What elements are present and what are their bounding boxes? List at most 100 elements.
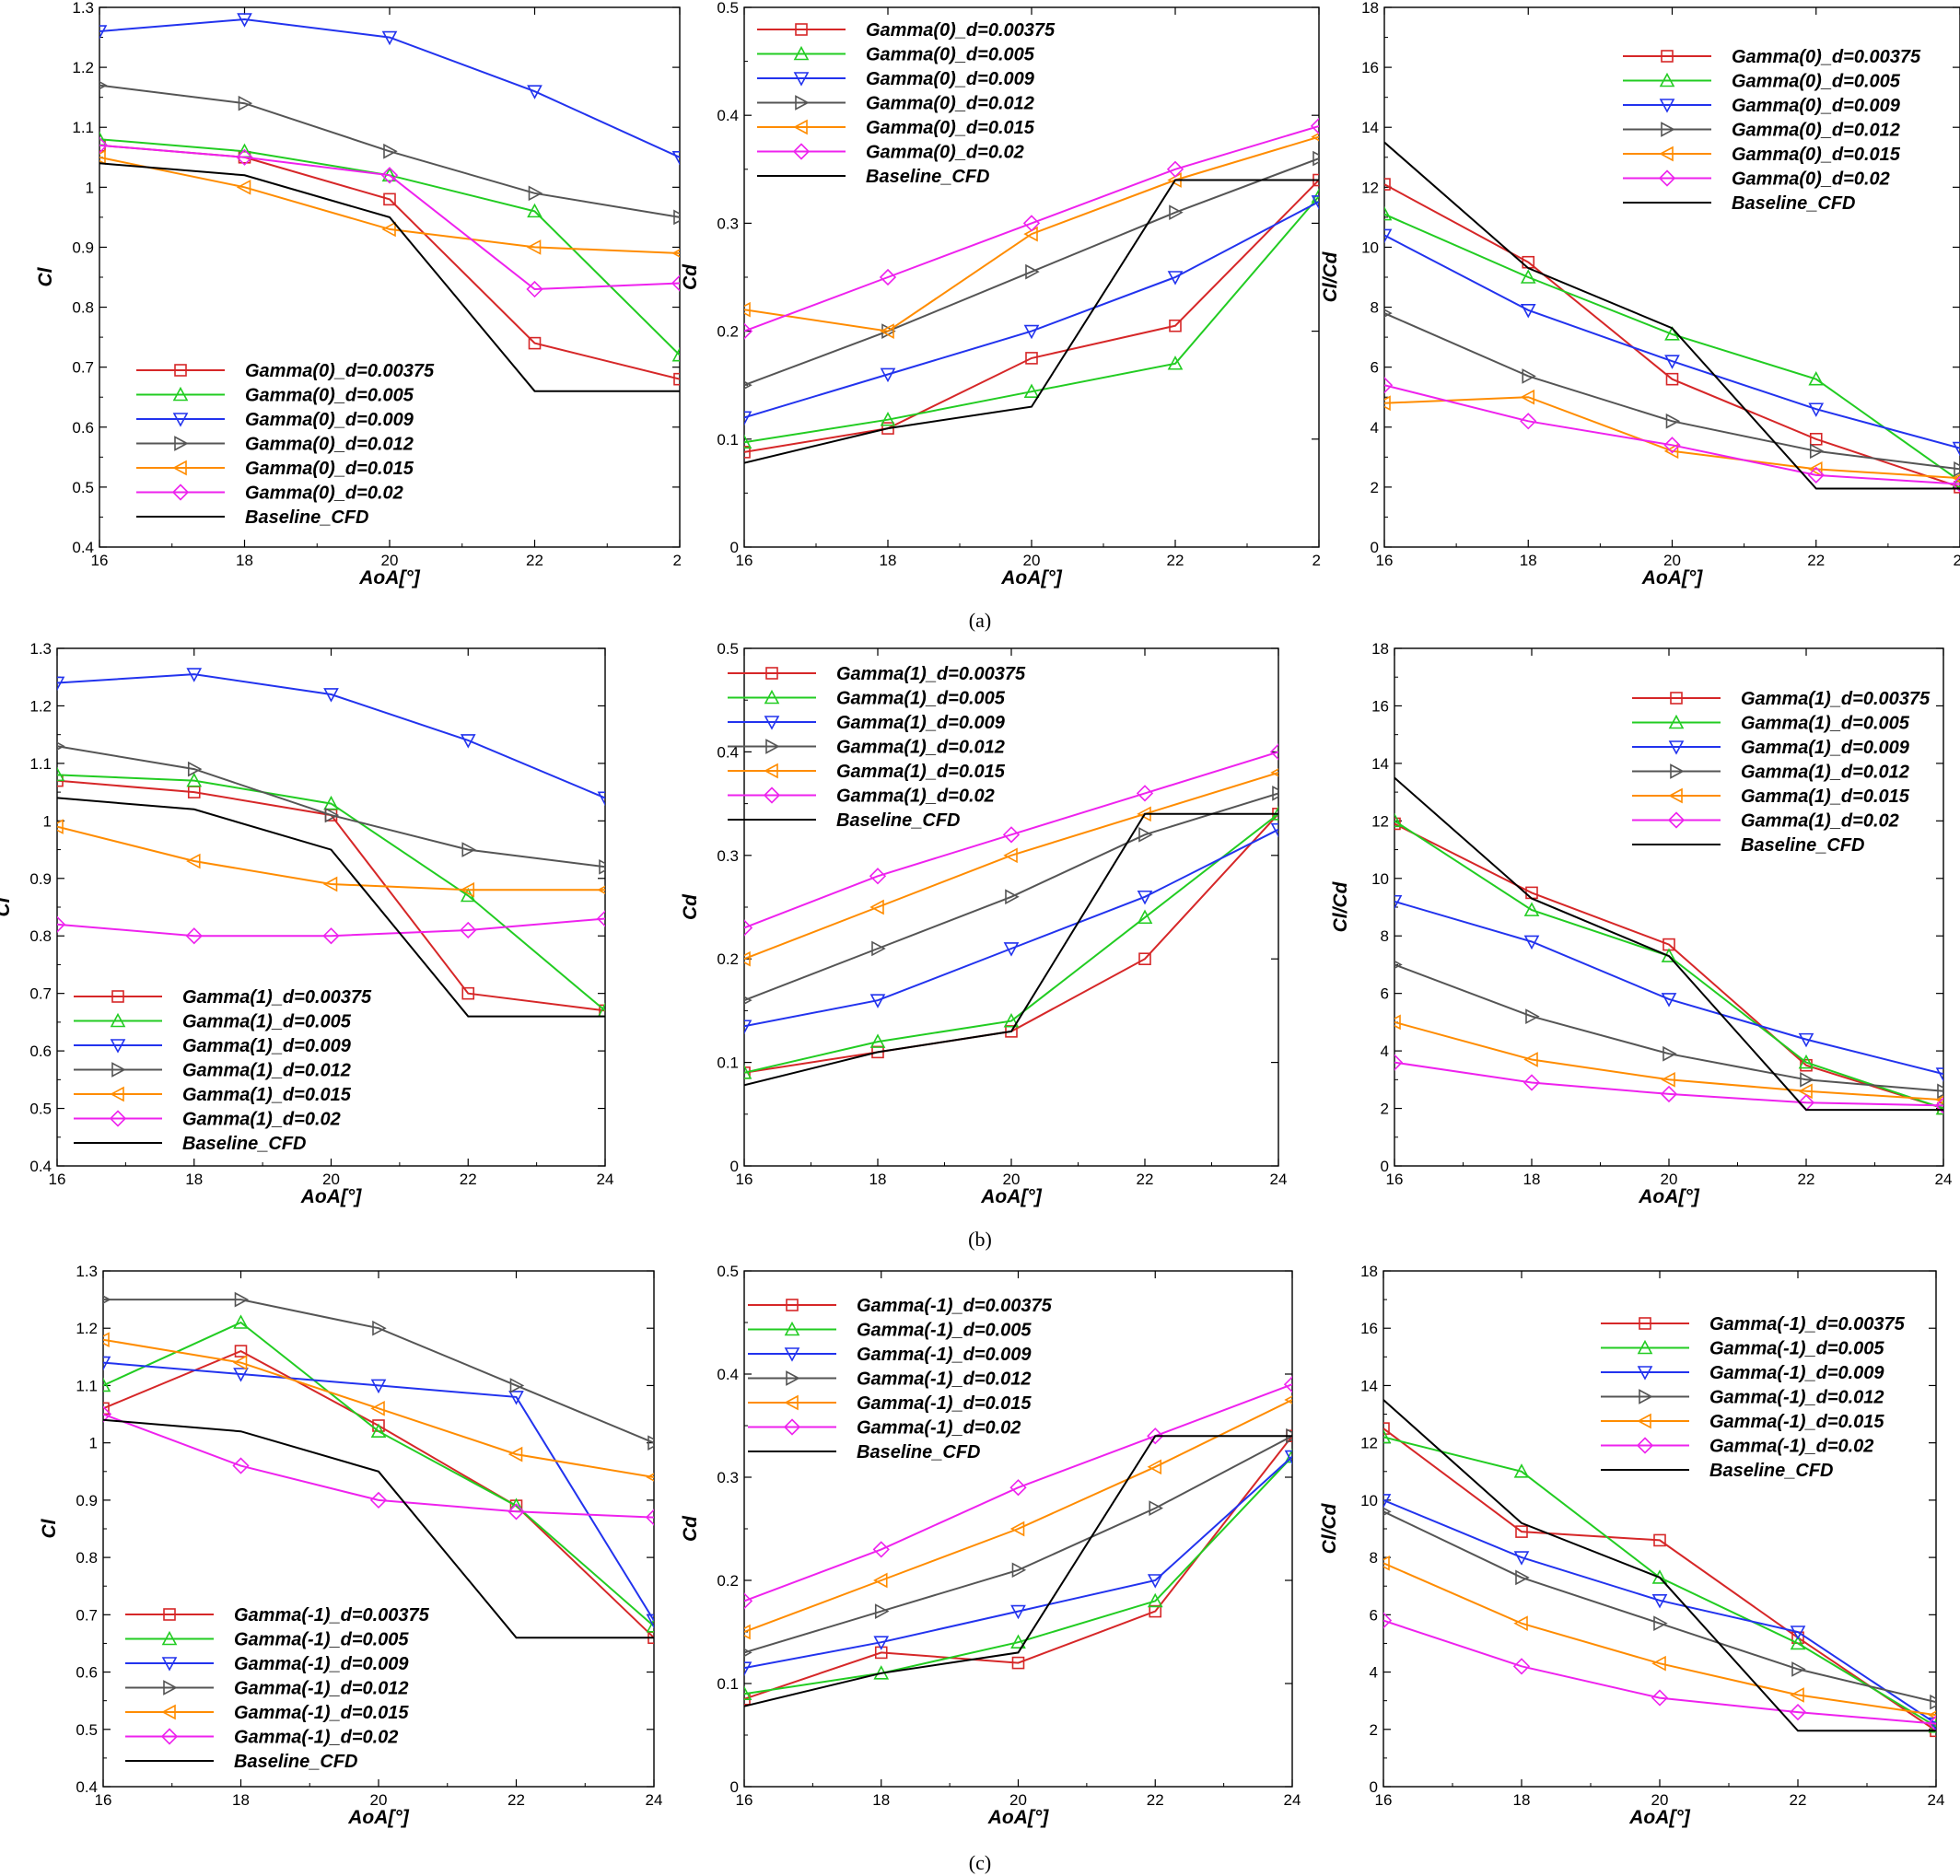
y-tick-label: 0.7 <box>72 359 94 377</box>
y-tick-label: 0 <box>730 539 739 556</box>
series-line-gamma-1-d-0-00375 <box>744 1435 1292 1700</box>
y-tick-label: 0.5 <box>29 1101 52 1118</box>
series-line-gamma-1-d-0-005 <box>744 813 1278 1074</box>
legend-label: Gamma(1)_d=0.015 <box>1741 787 1910 807</box>
x-tick-label: 20 <box>381 552 399 569</box>
series-line-gamma-1-d-0-012 <box>1383 1510 1936 1704</box>
series-line-gamma-1-d-0-015 <box>744 771 1278 961</box>
data-point-gamma-1-d-0-02 <box>1927 1715 1936 1732</box>
series-line-gamma-1-d-0-012 <box>744 1435 1292 1654</box>
data-point-gamma-1-d-0-009 <box>1003 942 1020 957</box>
legend: Gamma(0)_d=0.00375 Gamma(0)_d=0.005 Gamma(… <box>757 20 1056 187</box>
legend-marker <box>174 364 187 377</box>
data-point-gamma-0-d-0-009 <box>1384 228 1393 244</box>
data-point-gamma-1-d-0-00375 <box>1011 1656 1025 1670</box>
y-tick-label: 0.8 <box>29 927 52 945</box>
series-line-gamma-1-d-0-009 <box>103 1361 654 1622</box>
y-axis-title: Cl/Cd <box>1320 251 1341 302</box>
data-point-gamma-0-d-0-005 <box>1520 269 1536 284</box>
legend-marker <box>163 1680 178 1695</box>
captions: (a) (b) (c) <box>968 609 992 1874</box>
data-point-gamma-1-d-0-005 <box>1935 1100 1943 1115</box>
y-tick-label: 12 <box>1371 812 1389 830</box>
y-tick-label: 12 <box>1361 179 1379 196</box>
legend-label: Gamma(1)_d=0.02 <box>1741 811 1899 832</box>
y-axis-title: Cd <box>680 263 701 290</box>
data-point-gamma-0-d-0-02 <box>1384 377 1394 394</box>
data-point-gamma-0-d-0-02 <box>99 136 109 154</box>
legend-marker <box>1659 99 1675 113</box>
data-point-gamma-1-d-0-009 <box>1137 890 1153 905</box>
data-point-gamma-1-d-0-02 <box>872 1541 890 1558</box>
legend-marker <box>792 143 811 160</box>
legend-marker <box>765 667 778 680</box>
data-point-gamma-1-d-0-005 <box>1798 1054 1814 1069</box>
y-tick-label: 14 <box>1371 755 1389 773</box>
data-point-gamma-0-d-0-02 <box>1663 437 1681 454</box>
data-point-gamma-0-d-0-012 <box>1025 263 1040 280</box>
data-point-gamma-0-d-0-015 <box>1663 443 1679 460</box>
data-point-gamma-1-d-0-005 <box>1928 1718 1936 1733</box>
legend-label: Gamma(-1)_d=0.009 <box>857 1345 1032 1365</box>
series-line-gamma-1-d-0-009 <box>744 828 1278 1028</box>
data-point-gamma-1-d-0-02 <box>369 1491 388 1509</box>
data-point-gamma-1-d-0-012 <box>1937 1083 1943 1100</box>
data-point-gamma-0-d-0-015 <box>1384 395 1391 412</box>
data-point-gamma-1-d-0-005 <box>744 1065 752 1079</box>
legend-label: Gamma(1)_d=0.015 <box>836 762 1006 782</box>
data-point-gamma-1-d-0-015 <box>1651 1655 1666 1672</box>
legend-label: Gamma(1)_d=0.00375 <box>836 664 1026 684</box>
legend-label: Baseline_CFD <box>234 1752 358 1772</box>
legend-marker <box>786 1370 800 1386</box>
data-point-gamma-1-d-0-009 <box>1513 1551 1530 1566</box>
data-point-gamma-1-d-0-015 <box>1394 1014 1401 1031</box>
legend-label: Gamma(-1)_d=0.02 <box>234 1728 398 1748</box>
legend-marker <box>763 787 781 804</box>
y-tick-label: 4 <box>1381 1043 1389 1060</box>
data-point-gamma-1-d-0-02 <box>1269 743 1278 761</box>
series-line-baseline-cfd <box>1383 1399 1936 1732</box>
legend-marker <box>172 460 187 476</box>
legend-label: Baseline_CFD <box>1732 193 1856 214</box>
data-point-gamma-1-d-0-012 <box>187 761 203 777</box>
data-point-gamma-0-d-0-00375 <box>1809 432 1823 446</box>
y-tick-label: 18 <box>1360 1263 1378 1280</box>
data-point-gamma-1-d-0-012 <box>103 1295 111 1304</box>
data-point-gamma-1-d-0-02 <box>1660 1085 1678 1103</box>
plot-frame <box>743 647 1279 1167</box>
legend-marker <box>1670 763 1685 779</box>
y-axis-title: Cl/Cd <box>1330 880 1351 932</box>
data-point-gamma-1-d-0-015 <box>232 1355 248 1370</box>
series-line-gamma-1-d-0-009 <box>1383 1498 1936 1725</box>
x-tick-label: 18 <box>1520 552 1537 569</box>
legend-label: Gamma(0)_d=0.02 <box>1732 169 1890 190</box>
y-tick-label: 0 <box>1371 539 1379 556</box>
legend-label: Gamma(1)_d=0.009 <box>1741 738 1910 758</box>
data-point-gamma-0-d-0-00375 <box>744 446 751 459</box>
legend-marker <box>784 1321 800 1336</box>
legend-marker <box>163 1608 176 1621</box>
y-tick-label: 1 <box>89 1435 98 1452</box>
data-point-gamma-0-d-0-012 <box>1954 461 1960 477</box>
series-line-gamma-1-d-0-012 <box>57 745 605 868</box>
legend-label: Gamma(0)_d=0.00375 <box>1732 47 1921 67</box>
series-line-baseline-cfd <box>744 812 1278 1087</box>
series-line-gamma-1-d-0-009 <box>57 673 605 799</box>
chart-1-0: 0.4 0.5 0.6 0.7 0.8 0.9 1 1.1 1.2 1.3 16 18 20 22 24 Ao… <box>0 640 613 1207</box>
data-point-gamma-1-d-0-009 <box>323 688 339 703</box>
data-point-gamma-1-d-0-012 <box>1800 1071 1814 1088</box>
y-tick-label: 0.4 <box>29 1158 52 1175</box>
legend-label: Gamma(-1)_d=0.012 <box>234 1679 409 1699</box>
data-point-gamma-0-d-0-012 <box>383 143 398 159</box>
data-point-gamma-1-d-0-009 <box>1523 935 1540 950</box>
data-point-gamma-1-d-0-015 <box>57 819 64 834</box>
data-point-gamma-1-d-0-012 <box>1011 1562 1027 1579</box>
data-point-gamma-1-d-0-015 <box>873 1572 888 1589</box>
legend-label: Gamma(-1)_d=0.005 <box>1709 1339 1884 1359</box>
y-tick-label: 0.4 <box>717 1366 739 1383</box>
data-point-gamma-1-d-0-012 <box>744 996 752 1005</box>
y-tick-label: 0 <box>1381 1158 1389 1175</box>
x-tick-label: 24 <box>1935 1171 1953 1188</box>
data-point-gamma-0-d-0-005 <box>1664 326 1680 341</box>
legend-marker <box>783 1418 801 1436</box>
